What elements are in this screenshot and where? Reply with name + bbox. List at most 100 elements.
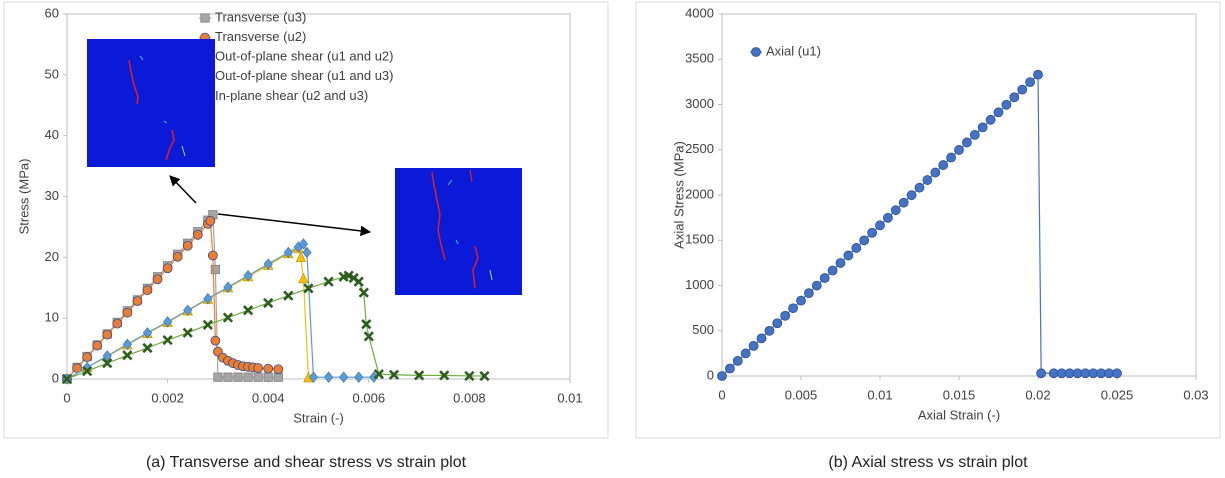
- marker-circle: [977, 122, 988, 133]
- marker-circle: [162, 263, 173, 274]
- legend-label: In-plane shear (u2 and u3): [215, 88, 368, 103]
- marker-cross: [353, 276, 364, 287]
- marker-circle: [962, 137, 972, 148]
- x-tick-label: 0.002: [151, 390, 184, 405]
- caption: (a) Transverse and shear stress vs strai…: [146, 454, 467, 471]
- y-tick-label: 0: [707, 367, 714, 382]
- x-tick-label: 0: [718, 387, 725, 402]
- y-axis-label: Stress (MPa): [16, 159, 31, 235]
- y-tick-label: 10: [45, 310, 59, 325]
- y-tick-label: 0: [52, 370, 59, 385]
- marker-circle: [875, 220, 885, 231]
- marker-circle: [969, 130, 980, 140]
- marker-circle: [772, 318, 783, 329]
- marker-circle: [993, 107, 1004, 118]
- panel-frame: [635, 1, 1221, 439]
- x-tick-label: 0: [63, 390, 70, 405]
- marker-cross: [303, 283, 314, 294]
- marker-circle: [751, 47, 761, 57]
- marker-diamond: [163, 316, 173, 328]
- plots: 0 0.002 0.004 0.006 0.008 0.01 0 10 20 30 40 50 60 St…: [16, 5, 1208, 425]
- marker-cross: [358, 287, 369, 298]
- marker-square: [263, 372, 273, 382]
- marker-cross: [363, 331, 374, 342]
- x-tick-label: 0.03: [1183, 387, 1208, 402]
- marker-circle: [906, 190, 917, 201]
- marker-square: [233, 372, 243, 382]
- marker-circle: [1001, 99, 1012, 110]
- marker-diamond: [223, 281, 233, 293]
- marker-square: [273, 372, 283, 382]
- marker-circle: [1017, 84, 1028, 95]
- marker-circle: [1009, 92, 1020, 103]
- series-line: [66, 219, 279, 380]
- marker-circle: [748, 340, 759, 351]
- x-tick-label: 0.004: [252, 390, 285, 405]
- marker-square: [210, 264, 220, 275]
- marker-square: [223, 372, 233, 382]
- marker-circle: [192, 229, 203, 240]
- marker-circle: [843, 250, 854, 261]
- marker-cross: [413, 370, 425, 381]
- marker-cross: [464, 370, 475, 382]
- inset-image: [87, 39, 215, 167]
- panel-frame: [3, 1, 609, 439]
- marker-cross: [142, 342, 153, 354]
- y-tick-label: 20: [45, 249, 59, 264]
- marker-circle: [930, 167, 941, 178]
- x-tick-label: 0.015: [943, 387, 976, 402]
- y-tick-label: 3500: [685, 51, 714, 66]
- marker-circle: [804, 288, 814, 299]
- marker-circle: [142, 285, 153, 296]
- marker-diamond: [102, 350, 112, 362]
- marker-circle: [867, 227, 877, 238]
- caption: (b) Axial stress vs strain plot: [828, 454, 1028, 471]
- marker-circle: [740, 348, 751, 359]
- y-tick-label: 2000: [685, 186, 714, 201]
- marker-diamond: [323, 371, 334, 383]
- marker-diamond: [283, 246, 293, 259]
- marker-circle: [253, 363, 264, 373]
- marker-cross: [102, 358, 113, 369]
- marker-diamond: [298, 238, 308, 250]
- marker-diamond: [302, 246, 312, 259]
- marker-circle: [883, 212, 893, 223]
- marker-square: [243, 372, 253, 382]
- marker-diamond: [339, 371, 349, 383]
- marker-triangle: [295, 251, 307, 262]
- marker-cross: [202, 319, 213, 330]
- marker-circle: [859, 235, 870, 246]
- marker-circle: [112, 318, 123, 329]
- marker-circle: [1112, 368, 1122, 379]
- y-tick-label: 60: [45, 5, 59, 20]
- marker-circle: [182, 240, 193, 251]
- marker-circle: [756, 333, 767, 344]
- marker-cross: [242, 305, 254, 316]
- marker-circle: [122, 307, 133, 318]
- marker-circle: [717, 371, 727, 381]
- x-tick-label: 0.02: [1025, 387, 1050, 402]
- marker-circle: [132, 296, 143, 307]
- marker-circle: [954, 145, 964, 155]
- marker-circle: [207, 250, 218, 261]
- x-tick-label: 0.008: [453, 390, 486, 405]
- marker-diamond: [308, 371, 319, 383]
- marker-circle: [764, 325, 775, 336]
- marker-diamond: [243, 269, 253, 282]
- y-tick-label: 500: [692, 322, 714, 337]
- y-tick-label: 1000: [685, 277, 714, 292]
- marker-diamond: [354, 371, 364, 383]
- y-tick-label: 2500: [685, 141, 714, 156]
- marker-circle: [811, 280, 822, 291]
- marker-diamond: [263, 258, 273, 270]
- legend-label: Transverse (u2): [215, 29, 306, 44]
- marker-circle: [1036, 368, 1047, 379]
- marker-circle: [102, 329, 113, 340]
- legend-label: Axial (u1): [766, 43, 821, 58]
- marker-circle: [835, 258, 846, 268]
- marker-cross: [373, 369, 384, 380]
- marker-circle: [92, 340, 103, 351]
- marker-circle: [788, 303, 798, 314]
- plot-area: [721, 13, 1197, 377]
